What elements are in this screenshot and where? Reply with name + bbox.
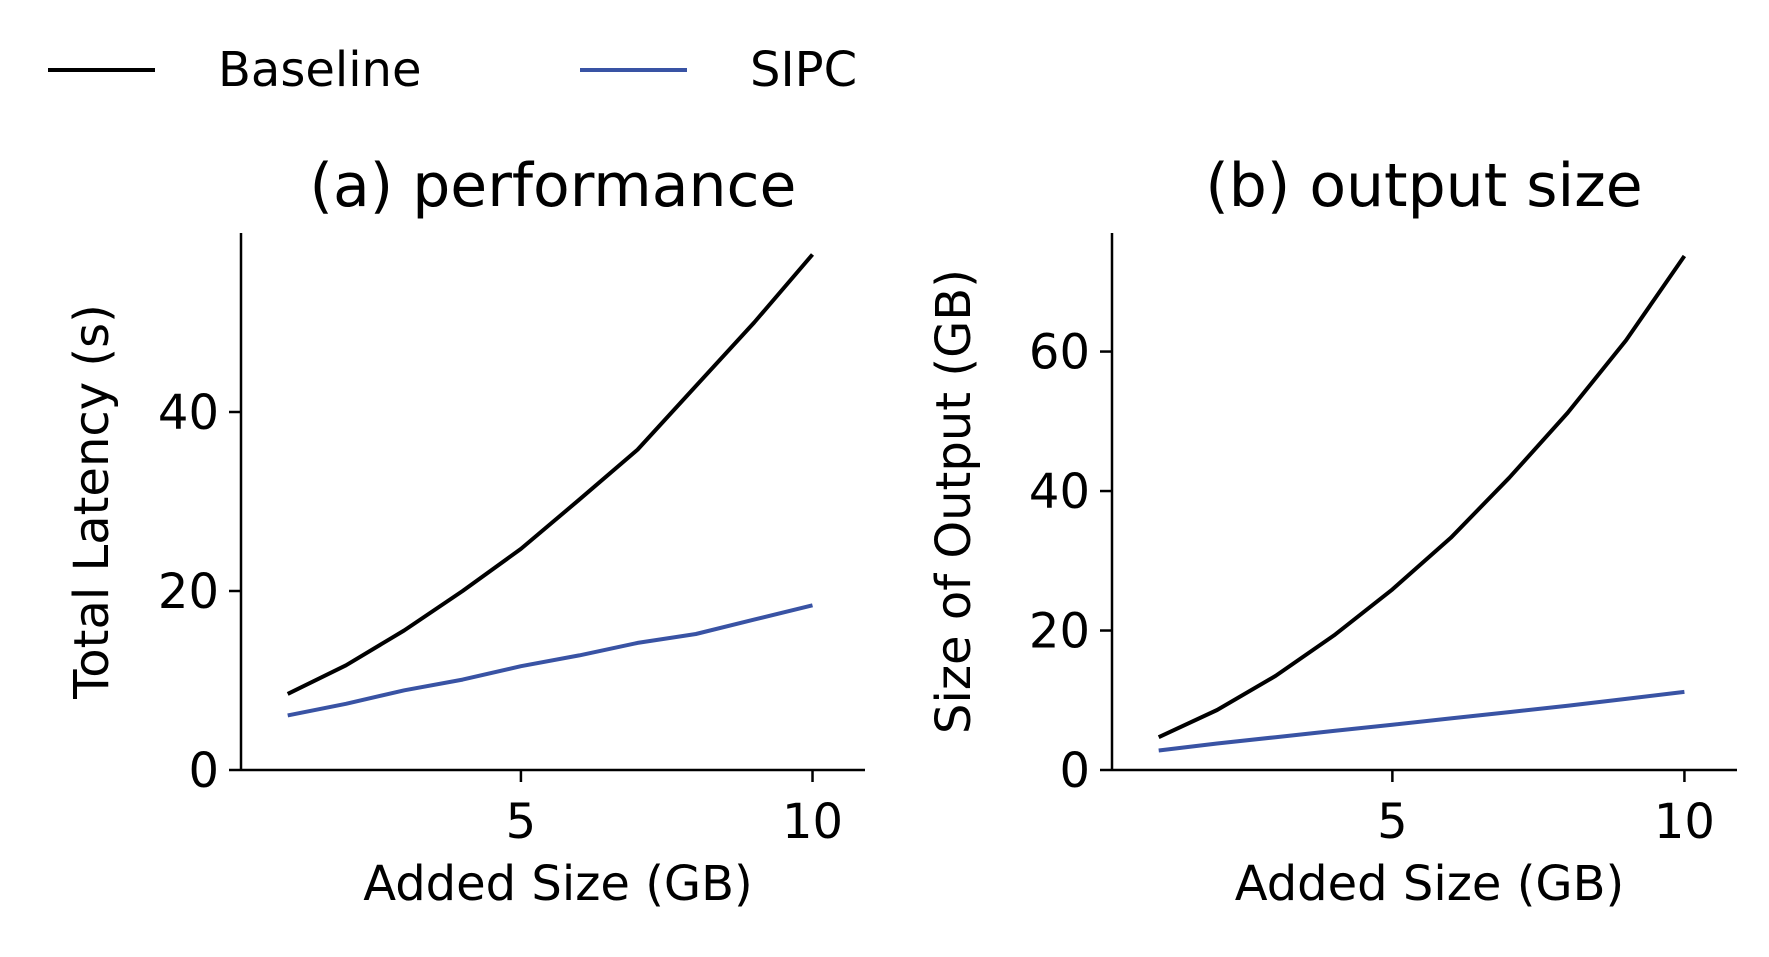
chart-panel-performance: (a) performance 0 20 40 5 10 Added Size (GB) To… [64,151,865,912]
y-axis-title: Total Latency (s) [64,304,120,700]
y-tick-label: 60 [1029,325,1090,381]
y-tick-label: 0 [1059,743,1090,799]
legend-label-sipc: SIPC [750,42,857,98]
x-axis-title: Added Size (GB) [363,856,753,912]
chart-panel-output-size: (b) output size 0 20 40 60 5 10 Added Size (GB)… [926,151,1737,912]
y-tick-label: 20 [1029,604,1090,660]
legend-label-baseline: Baseline [218,42,422,98]
y-tick-label: 20 [158,564,219,620]
y-tick-label: 40 [1029,464,1090,520]
series-line-sipc [287,603,813,718]
x-axis-title: Added Size (GB) [1235,856,1625,912]
series-line-baseline [286,253,815,696]
chart-title: (b) output size [1205,151,1642,221]
y-axis-title: Size of Output (GB) [926,269,982,734]
x-tick-label: 10 [782,794,843,850]
legend: Baseline SIPC [48,42,857,98]
x-tick-label: 5 [1377,794,1408,850]
series-line-sipc [1158,689,1685,753]
chart-title: (a) performance [310,151,797,221]
x-tick-label: 10 [1654,794,1715,850]
y-tick-label: 0 [188,743,219,799]
x-tick-label: 5 [506,794,537,850]
y-tick-label: 40 [158,385,219,441]
series-line-baseline [1157,254,1687,740]
